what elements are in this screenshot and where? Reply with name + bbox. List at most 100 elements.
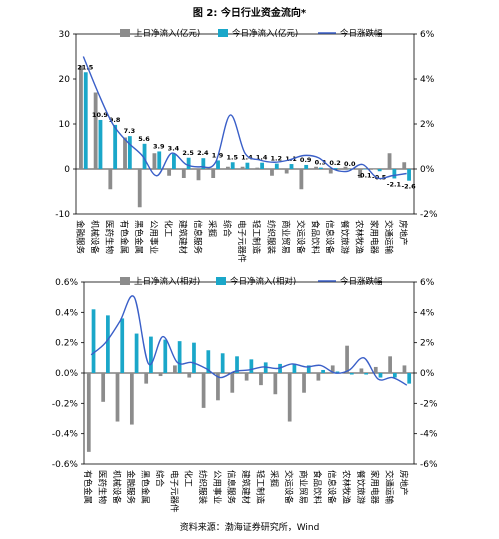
category-label-7: 化工 [183,470,194,488]
bar-prev-6 [173,365,177,373]
category-label-5: 公用事业 [148,220,159,254]
category-label-21: 交通运输 [383,470,394,505]
data-label-8: 2.4 [197,149,209,157]
y2-tick-label: -4% [420,430,438,440]
bar-prev-4 [137,169,142,208]
category-label-19: 餐饮旅游 [355,470,366,505]
bar-prev-17 [328,169,333,174]
data-label-12: 1.4 [256,154,268,162]
category-label-5: 综合 [154,470,165,488]
bar-today-0 [91,309,96,373]
bar-today-7 [186,157,191,169]
bar-today-10 [230,162,235,169]
bar-prev-15 [302,373,306,393]
category-label-7: 建筑建材 [177,220,188,255]
data-label-20: -0.5 [372,173,387,181]
bar-prev-12 [259,373,263,386]
bar-prev-11 [240,166,245,169]
bar-today-1 [106,315,110,373]
category-label-4: 黑色金属 [140,470,151,504]
category-label-9: 公用事业 [211,470,222,504]
bar-today-8 [201,158,206,169]
bar-today-13 [274,163,279,169]
bar-prev-7 [187,373,192,378]
bar-prev-17 [330,365,335,373]
legend-swatch-today [216,277,226,285]
chart-industry-net-inflow-amount: -100102030-2%0%2%4%6%21.510.99.87.35.63.… [55,28,438,263]
bar-today-14 [289,164,294,169]
category-label-17: 信息设备 [324,220,335,255]
bar-today-11 [245,162,250,169]
bar-prev-2 [108,169,113,190]
bar-prev-6 [167,169,172,176]
data-label-21: -2.1 [387,180,402,188]
bar-today-11 [249,359,254,373]
figure-title: 图 2: 今日行业资金流向* [192,8,307,19]
bar-today-15 [306,365,311,373]
legend-label-prev: 上日净流入(相对) [134,276,200,287]
category-label-20: 家用电器 [369,470,380,505]
y2-tick-label: 4% [420,308,435,318]
bar-prev-11 [244,373,249,381]
bar-prev-16 [314,166,318,169]
bar-prev-1 [101,373,106,402]
bar-today-15 [304,164,309,169]
bar-prev-10 [230,373,235,393]
bar-today-20 [377,169,382,172]
bar-today-10 [235,356,239,373]
category-label-16: 食品饮料 [309,220,320,255]
data-label-13: 1.2 [271,155,283,163]
bar-today-21 [392,169,397,179]
data-label-6: 3.4 [168,145,180,153]
data-label-7: 2.5 [182,149,194,157]
data-label-18: 0.0 [344,160,356,168]
data-label-19: -0.1 [357,171,372,179]
legend-swatch-today [218,29,228,37]
y2-tick-label: -6% [420,460,438,470]
y-tick-label: 0.4% [55,308,78,318]
bar-today-4 [149,336,153,373]
category-label-22: 房地产 [398,220,409,246]
bar-prev-0 [86,373,91,452]
y-tick-label: -0.4% [52,430,79,440]
y-tick-label: 0.0% [55,369,78,379]
line-change-pct [90,295,408,386]
data-label-0: 21.5 [77,63,94,71]
data-label-10: 1.5 [226,153,238,161]
legend-label-prev: 上日净流入(亿元) [134,28,200,39]
category-label-12: 轻工制造 [251,220,262,255]
bar-today-5 [163,339,168,373]
data-label-11: 1.4 [241,154,253,162]
category-label-0: 有色金属 [82,470,93,504]
bar-prev-13 [273,373,278,395]
bar-prev-9 [216,373,220,401]
bar-today-2 [113,124,118,169]
y-tick-label: -10 [55,210,70,220]
y2-tick-label: 2% [420,120,435,130]
bar-prev-14 [287,373,292,422]
data-label-16: 0.3 [315,159,327,167]
category-label-9: 采掘 [207,220,218,237]
bar-prev-5 [158,373,163,377]
data-label-22: -2.6 [401,183,416,191]
y2-tick-label: -2% [420,210,438,220]
y-tick-label: 20 [59,75,71,85]
bar-prev-14 [284,169,289,174]
bar-prev-7 [181,169,186,178]
legend-label-today: 今日净流入(相对) [230,276,296,287]
bar-today-7 [192,342,196,373]
y-tick-label: 0 [64,165,70,175]
category-label-17: 信息设备 [326,470,337,505]
bar-prev-19 [359,368,364,373]
y2-tick-label: 4% [420,75,435,85]
y-tick-label: 0.2% [55,339,78,349]
y2-tick-label: 0% [420,369,435,379]
bar-today-21 [392,373,397,378]
y-tick-label: -0.6% [52,460,79,470]
category-label-19: 农林牧渔 [354,220,365,255]
bar-today-6 [172,153,176,169]
data-label-1: 10.9 [92,111,109,119]
bar-today-17 [335,371,340,373]
y2-tick-label: 2% [420,339,435,349]
bar-prev-2 [115,373,120,422]
